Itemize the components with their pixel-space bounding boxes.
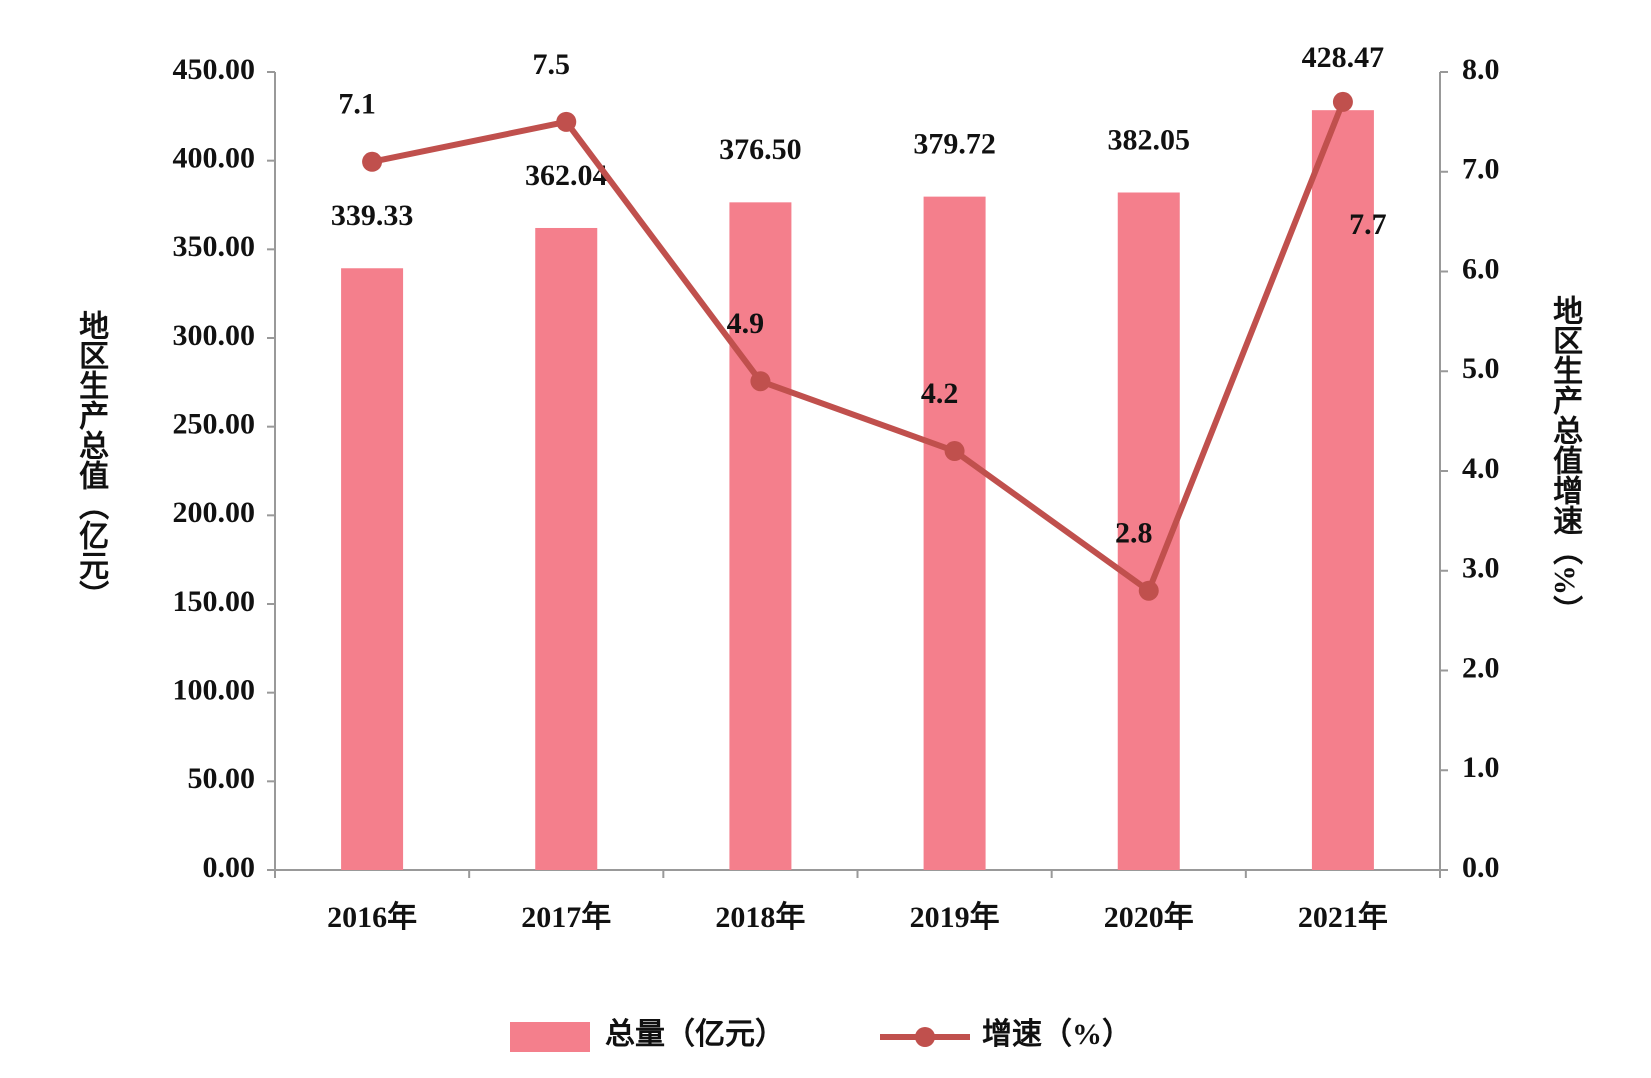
y2-tick-label: 0.0 (1462, 851, 1500, 884)
y2-tick-label: 2.0 (1462, 651, 1500, 684)
line-value-label: 2.8 (1115, 517, 1153, 550)
legend-label: 增速（%） (982, 1017, 1132, 1051)
line-point (362, 151, 383, 172)
bar (341, 268, 404, 871)
line-point (944, 441, 965, 462)
legend-swatch (915, 1027, 935, 1047)
bar (1311, 110, 1374, 870)
bar (923, 196, 986, 870)
bar-value-label: 428.47 (1302, 41, 1385, 74)
line-value-label: 4.2 (921, 377, 959, 410)
y-tick-label: 200.00 (173, 496, 256, 529)
line-point (750, 371, 771, 392)
x-tick-label: 2016年 (327, 901, 417, 934)
legend-swatch (510, 1022, 590, 1052)
line (371, 100, 1346, 594)
line-point (1332, 91, 1353, 112)
legend-label: 总量（亿元） (605, 1017, 785, 1051)
bar (535, 227, 598, 870)
y-tick-label: 0.00 (203, 851, 256, 884)
line-point (556, 111, 577, 132)
x-tick-label: 2018年 (715, 901, 805, 934)
bar-value-label: 379.72 (913, 128, 996, 161)
y2-axis-title: 地区生产总值增速（%） (1548, 295, 1583, 625)
bar-value-label: 376.50 (719, 133, 802, 166)
y2-tick-label: 6.0 (1462, 252, 1500, 285)
bar-value-label: 339.33 (331, 199, 414, 232)
y2-tick-label: 1.0 (1462, 751, 1500, 784)
y-tick-label: 400.00 (173, 142, 256, 175)
bar (729, 202, 792, 871)
y-axis-title: 地区生产总值（亿元） (74, 310, 109, 610)
line-value-label: 4.9 (727, 307, 765, 340)
y-tick-label: 150.00 (173, 585, 256, 618)
line-point (1138, 580, 1159, 601)
y2-tick-label: 8.0 (1462, 53, 1500, 86)
bar-value-label: 382.05 (1108, 123, 1191, 156)
x-tick-label: 2019年 (910, 901, 1000, 934)
y-tick-label: 350.00 (173, 230, 256, 263)
line-value-label: 7.5 (533, 48, 571, 81)
y-tick-label: 50.00 (188, 762, 256, 795)
y2-tick-label: 7.0 (1462, 153, 1500, 186)
x-tick-label: 2020年 (1104, 901, 1194, 934)
x-tick-label: 2021年 (1298, 901, 1388, 934)
bar-value-label: 362.04 (525, 159, 608, 192)
x-tick-label: 2017年 (521, 901, 611, 934)
y-tick-label: 300.00 (173, 319, 256, 352)
y2-tick-label: 5.0 (1462, 352, 1500, 385)
y-tick-label: 450.00 (173, 53, 256, 86)
line-value-label: 7.1 (338, 88, 376, 121)
y-tick-label: 100.00 (173, 674, 256, 707)
line-value-label: 7.7 (1349, 208, 1387, 241)
y-tick-label: 250.00 (173, 408, 256, 441)
y2-tick-label: 4.0 (1462, 452, 1500, 485)
y2-tick-label: 3.0 (1462, 552, 1500, 585)
